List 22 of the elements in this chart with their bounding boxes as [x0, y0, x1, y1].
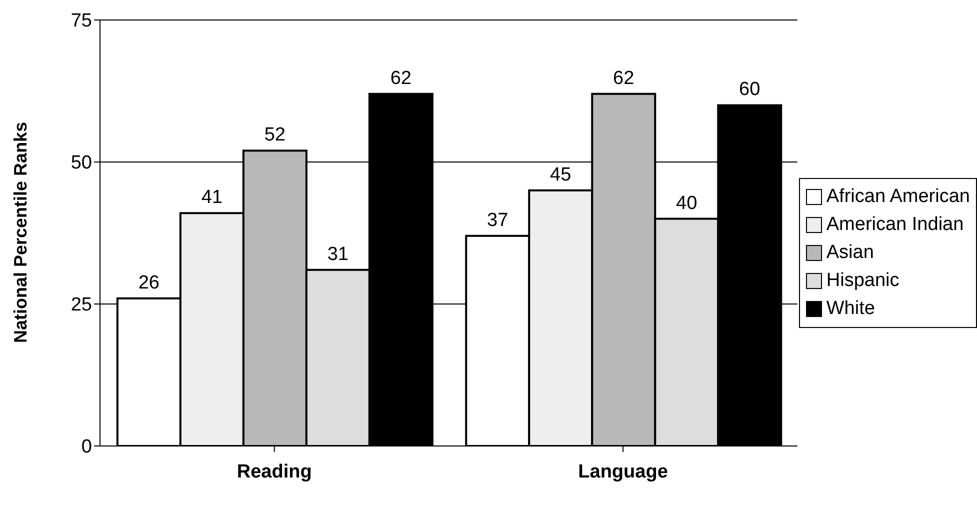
data-label: 40: [676, 192, 698, 214]
legend-label: American Indian: [826, 213, 964, 237]
legend-label: African American: [826, 185, 970, 209]
legend-label: Hispanic: [826, 269, 900, 293]
data-label: 45: [550, 164, 572, 186]
data-label: 26: [138, 272, 160, 294]
y-tick-label: 75: [70, 10, 92, 32]
y-tick-label: 25: [70, 294, 92, 316]
data-label: 37: [487, 210, 508, 231]
x-tick-label: Reading: [236, 461, 312, 482]
data-label: 60: [739, 79, 760, 100]
legend-label: White: [826, 297, 875, 321]
x-tick-label: Language: [578, 461, 668, 482]
data-label: 31: [327, 244, 349, 265]
y-tick-label: 0: [81, 436, 92, 458]
data-label: 41: [201, 187, 223, 208]
y-axis-title: National Percentile Ranks: [10, 122, 30, 343]
legend-label: Asian: [826, 241, 874, 265]
data-label: 62: [613, 68, 634, 89]
data-label: 62: [390, 68, 412, 89]
data-label: 52: [264, 124, 286, 146]
y-tick-label: 50: [70, 152, 92, 174]
